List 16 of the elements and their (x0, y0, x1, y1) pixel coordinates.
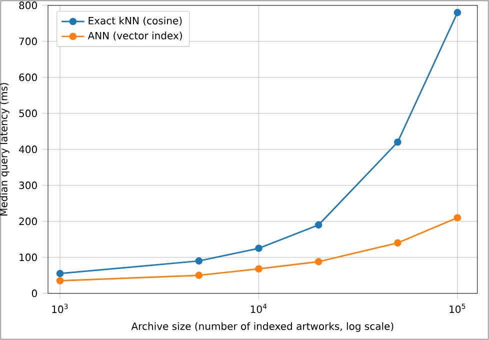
y-tick-label: 300 (19, 182, 37, 190)
legend-label: ANN (vector index) (88, 32, 182, 41)
y-tick-label: 200 (19, 218, 37, 226)
y-tick-label: 800 (19, 2, 37, 10)
y-axis-title: Median query latency (ms) (0, 83, 10, 216)
x-tick-label: 10$^{4}$ (250, 304, 267, 314)
legend-label: Exact kNN (cosine) (88, 16, 182, 26)
y-tick-label: 400 (19, 146, 37, 154)
y-tick-label: 100 (20, 254, 37, 262)
x-axis-title: Archive size (number of indexed artworks, log scale) (131, 322, 394, 332)
x-tick-label: 10$^{5}$ (450, 304, 466, 314)
y-tick-label: 500 (19, 110, 37, 118)
x-tick-label: 10$^{3}$ (52, 304, 68, 314)
y-tick-label: 0 (32, 290, 37, 298)
y-tick-label: 600 (19, 74, 37, 82)
y-tick-label: 700 (19, 38, 37, 46)
